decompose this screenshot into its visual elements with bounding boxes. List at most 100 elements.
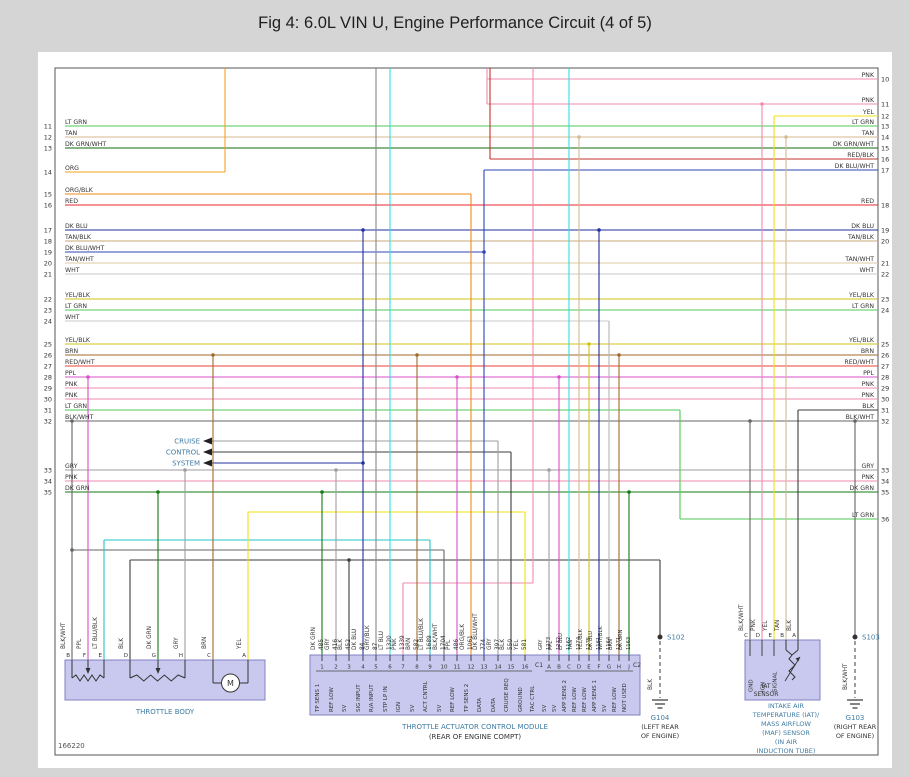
- tac-pin-function: IGN: [396, 702, 402, 712]
- left-row-number: 11: [44, 123, 52, 131]
- iat-sensor-caption: MASS AIRFLOW: [761, 720, 811, 728]
- left-row-number: 28: [44, 374, 52, 382]
- right-wire-label: YEL/BLK: [848, 337, 875, 344]
- splice-label: S102: [667, 634, 685, 642]
- tac-pin-circuit-number: 1689: [427, 635, 433, 650]
- right-wire-label: BLK: [862, 403, 875, 410]
- iat-pin-letter: D: [756, 633, 760, 639]
- tac-pin-wire-color: TAN: [568, 640, 574, 651]
- tac-pin-circuit-number: 1161: [596, 637, 602, 650]
- tac-pin-function: NOT USED: [622, 683, 628, 712]
- left-wire-label: WHT: [65, 314, 80, 321]
- wire-junction: [70, 419, 74, 423]
- tac-pin-circuit-number: 582: [414, 639, 420, 650]
- iat-sensor-box: [744, 639, 821, 701]
- right-wire-label: DK BLU/WHT: [835, 163, 875, 170]
- tac-pin-function: DATA: [477, 698, 483, 712]
- right-row-number: 11: [881, 101, 889, 109]
- tac-pin-circuit-number: 486: [454, 639, 460, 650]
- wire-junction: [211, 353, 215, 357]
- right-row-number: 26: [881, 352, 889, 360]
- right-row-number: 34: [881, 478, 889, 486]
- left-row-number: 32: [44, 418, 52, 426]
- motor-symbol-icon: [221, 673, 240, 693]
- tac-pin-number: G: [607, 665, 611, 671]
- tac-pin-function: ACT CNTRL: [423, 680, 429, 712]
- wire-junction: [617, 353, 621, 357]
- right-row-number: 35: [881, 489, 889, 497]
- wire-junction: [347, 558, 351, 562]
- throttle-body-pin-letter: E: [99, 653, 103, 659]
- right-wire-label: DK GRN/WHT: [833, 141, 874, 148]
- tac-pin-circuit-number: 550: [508, 639, 514, 650]
- throttle-body-pin-letter: D: [124, 653, 128, 659]
- iat-pin-wire: BLK: [787, 620, 793, 631]
- left-wire-label: PPL: [65, 370, 76, 377]
- tac-pin-wire-color: BLK: [338, 639, 344, 650]
- throttle-body-pin-wire: DK GRN: [147, 626, 153, 649]
- right-wire-label: PNK: [862, 97, 875, 104]
- left-row-number: 22: [44, 296, 52, 304]
- tac-pin-wire-color: BRN: [406, 638, 412, 650]
- wire-junction: [156, 490, 160, 494]
- tac-pin-function: SIG INPUT: [356, 684, 362, 712]
- wire-junction: [183, 468, 187, 472]
- tac-pin-function: TP SENS 1: [315, 684, 321, 713]
- ground-location: OF ENGINE): [641, 732, 679, 740]
- left-wire-label: LT GRN: [65, 303, 87, 310]
- throttle-body-pin-letter: G: [152, 653, 156, 659]
- right-wire-label: RED: [861, 198, 874, 205]
- tac-pin-wire-color: YEL: [514, 639, 520, 651]
- tac-pin-function: REF LOW: [572, 687, 578, 712]
- tac-pin-function: REF LOW: [582, 687, 588, 712]
- wire-junction: [86, 375, 90, 379]
- right-wire-label: TAN/WHT: [844, 256, 874, 263]
- throttle-body-pin-letter: H: [179, 653, 183, 659]
- right-row-number: 12: [881, 113, 889, 121]
- throttle-body-pin-wire: LT BLU/BLK: [93, 617, 99, 649]
- throttle-body-pin-letter: F: [83, 653, 86, 659]
- left-wire-label: DK BLU/WHT: [65, 245, 105, 252]
- iat-pin-wire: TAN: [775, 620, 781, 632]
- left-wire-label: PNK: [65, 392, 78, 399]
- tac-pin-circuit-number: 416: [333, 639, 339, 650]
- right-row-number: 25: [881, 341, 889, 349]
- right-wire-label: GRY: [862, 463, 875, 470]
- right-row-number: 27: [881, 363, 889, 371]
- tac-pin-circuit-number: 1271: [616, 637, 622, 650]
- left-wire-label: LT GRN: [65, 119, 87, 126]
- tac-pin-function: REF LOW: [329, 687, 335, 712]
- tac-pin-number: 8: [415, 665, 419, 671]
- tac-pin-circuit-number: 1163: [626, 637, 632, 650]
- wire-junction: [587, 342, 591, 346]
- right-wire-label: PNK: [862, 72, 875, 79]
- iat-pin-function: SIGNAL: [773, 671, 779, 692]
- tac-pin-wire-color: PPL: [548, 641, 554, 650]
- iat-pin-wire: BLK/WHT: [739, 604, 745, 631]
- thermistor-lead: [791, 649, 799, 656]
- cruise-system-label: CONTROL: [166, 449, 200, 457]
- ground-location: (LEFT REAR: [641, 723, 679, 731]
- tac-pin-wire-color: BLK: [500, 639, 506, 650]
- left-row-number: 27: [44, 363, 52, 371]
- tac-pin-number: 7: [401, 665, 405, 671]
- wire-junction: [784, 135, 788, 139]
- left-row-number: 19: [44, 249, 52, 257]
- left-wire-label: TAN/WHT: [64, 256, 94, 263]
- tac-pin-number: F: [597, 665, 600, 671]
- right-wire-label: TAN/BLK: [847, 234, 875, 241]
- wire-junction: [361, 228, 365, 232]
- cruise-system-label: SYSTEM: [172, 460, 200, 468]
- tac-pin-function: GROUND: [518, 687, 524, 712]
- right-row-number: 23: [881, 296, 889, 304]
- left-row-number: 16: [44, 202, 52, 210]
- wire-junction: [760, 102, 764, 106]
- right-row-number: 20: [881, 238, 889, 246]
- tac-pin-number: B: [557, 665, 561, 671]
- connector-label: C2: [633, 662, 641, 669]
- iat-sensor-caption: INDUCTION TUBE): [757, 747, 816, 755]
- tac-pin-wire-color: LT BLU: [558, 633, 564, 650]
- tac-pin-wire-color: GRY: [487, 638, 493, 650]
- wire-junction: [577, 135, 581, 139]
- document-number: 166220: [58, 742, 85, 750]
